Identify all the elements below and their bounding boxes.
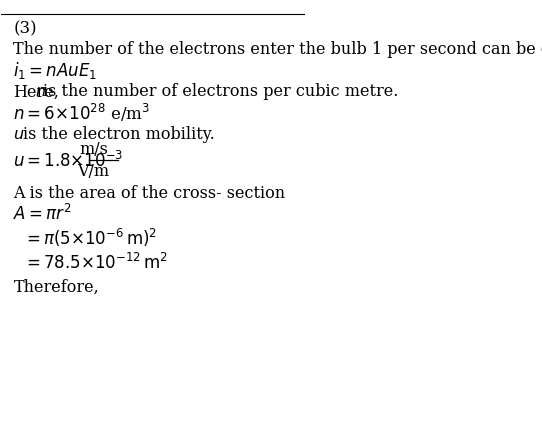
Text: $u$: $u$	[14, 126, 25, 142]
Text: A is the area of the cross- section: A is the area of the cross- section	[14, 184, 286, 201]
Text: $A = \pi r^2$: $A = \pi r^2$	[14, 204, 72, 224]
Text: $u = 1.8{\times}10^{-3}$: $u = 1.8{\times}10^{-3}$	[14, 151, 124, 171]
Text: m/s: m/s	[79, 141, 108, 158]
Text: is the number of electrons per cubic metre.: is the number of electrons per cubic met…	[43, 84, 398, 100]
Text: $i_1 = nAuE_1$: $i_1 = nAuE_1$	[14, 60, 98, 81]
Text: $n$: $n$	[35, 84, 46, 100]
Text: $n = 6{\times}10^{28}$ e/m$^3$: $n = 6{\times}10^{28}$ e/m$^3$	[14, 102, 151, 124]
Text: The number of the electrons enter the bulb 1 per second can be calculated as,: The number of the electrons enter the bu…	[14, 41, 542, 59]
Text: $= \pi\left(5{\times}10^{-6}\,\mathrm{m}\right)^2$: $= \pi\left(5{\times}10^{-6}\,\mathrm{m}…	[23, 227, 157, 249]
Text: is the electron mobility.: is the electron mobility.	[23, 126, 215, 142]
Text: V/m: V/m	[78, 163, 109, 180]
Text: Therefore,: Therefore,	[14, 279, 99, 296]
Text: Here,: Here,	[14, 84, 60, 100]
Text: $= 78.5{\times}10^{-12}\,\mathrm{m}^2$: $= 78.5{\times}10^{-12}\,\mathrm{m}^2$	[23, 253, 167, 273]
Text: (3): (3)	[14, 20, 37, 37]
